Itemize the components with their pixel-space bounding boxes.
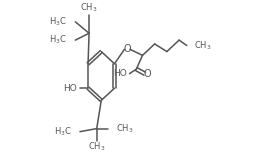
- Text: H$_3$C: H$_3$C: [49, 34, 67, 46]
- Text: CH$_3$: CH$_3$: [80, 2, 98, 14]
- Text: HO: HO: [113, 69, 126, 78]
- Text: CH$_3$: CH$_3$: [116, 122, 133, 135]
- Text: HO: HO: [63, 84, 77, 93]
- Text: CH$_3$: CH$_3$: [88, 141, 105, 153]
- Text: H$_3$C: H$_3$C: [49, 16, 67, 28]
- Text: CH$_3$: CH$_3$: [193, 39, 211, 52]
- Text: O: O: [123, 44, 131, 54]
- Text: H$_3$C: H$_3$C: [54, 125, 72, 138]
- Text: O: O: [144, 69, 151, 79]
